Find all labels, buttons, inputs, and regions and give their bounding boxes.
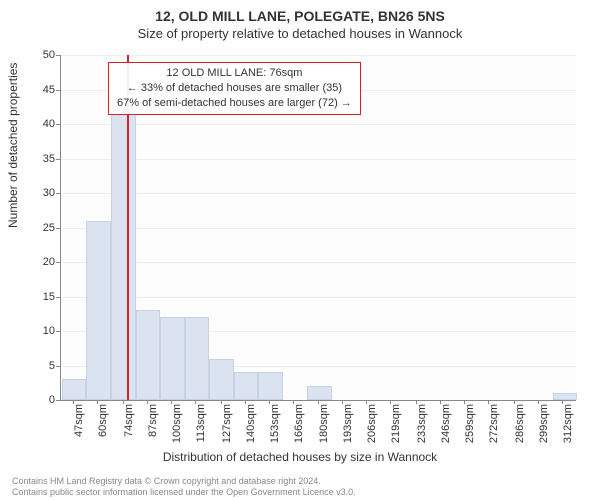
y-tick-label: 40 [15, 118, 55, 130]
y-tick-label: 10 [15, 325, 55, 337]
gridline [61, 55, 576, 56]
y-tick-mark [56, 124, 60, 125]
histogram-chart: 12, OLD MIL​L LANE, POLEGATE, BN26 5NS S… [0, 0, 600, 500]
x-tick-label: 180sqm [318, 404, 330, 454]
histogram-bar [86, 221, 111, 400]
y-tick-mark [56, 228, 60, 229]
histogram-bar [185, 317, 210, 400]
y-tick-mark [56, 90, 60, 91]
chart-subtitle: Size of property relative to detached ho… [0, 26, 600, 41]
x-tick-label: 166sqm [293, 404, 305, 454]
x-tick-label: 206sqm [366, 404, 378, 454]
y-tick-label: 30 [15, 187, 55, 199]
y-tick-label: 20 [15, 256, 55, 268]
chart-title-block: 12, OLD MIL​L LANE, POLEGATE, BN26 5NS S… [0, 8, 600, 41]
histogram-bar [136, 310, 161, 400]
histogram-bar [160, 317, 185, 400]
x-tick-label: 246sqm [440, 404, 452, 454]
histogram-bar [62, 379, 87, 400]
annotation-line3: 67% of semi-detached houses are larger (… [117, 96, 352, 111]
histogram-bar [209, 359, 234, 400]
gridline [61, 228, 576, 229]
y-tick-label: 25 [15, 222, 55, 234]
x-tick-label: 312sqm [562, 404, 574, 454]
y-tick-mark [56, 331, 60, 332]
x-tick-label: 259sqm [464, 404, 476, 454]
x-tick-label: 193sqm [342, 404, 354, 454]
x-tick-label: 272sqm [488, 404, 500, 454]
x-tick-label: 140sqm [245, 404, 257, 454]
footer-line2: Contains public sector information licen… [12, 487, 356, 498]
x-tick-label: 153sqm [269, 404, 281, 454]
histogram-bar [234, 372, 259, 400]
y-tick-mark [56, 55, 60, 56]
histogram-bar [307, 386, 332, 400]
x-tick-label: 47sqm [73, 404, 85, 454]
footer-attribution: Contains HM Land Registry data © Crown c… [12, 476, 356, 498]
y-tick-mark [56, 366, 60, 367]
y-tick-label: 5 [15, 360, 55, 372]
histogram-bar [111, 110, 136, 400]
gridline [61, 124, 576, 125]
y-tick-label: 15 [15, 291, 55, 303]
histogram-bar [258, 372, 283, 400]
y-tick-label: 50 [15, 49, 55, 61]
x-tick-label: 87sqm [147, 404, 159, 454]
x-tick-label: 60sqm [97, 404, 109, 454]
histogram-bar [553, 393, 578, 400]
footer-line1: Contains HM Land Registry data © Crown c… [12, 476, 356, 487]
y-tick-mark [56, 297, 60, 298]
gridline [61, 262, 576, 263]
x-tick-label: 299sqm [538, 404, 550, 454]
annotation-line1: 12 OLD MILL LANE: 76sqm [117, 66, 352, 81]
y-tick-mark [56, 400, 60, 401]
x-tick-label: 286sqm [514, 404, 526, 454]
annotation-box: 12 OLD MILL LANE: 76sqm ← 33% of detache… [108, 62, 361, 115]
y-tick-mark [56, 193, 60, 194]
gridline [61, 159, 576, 160]
gridline [61, 193, 576, 194]
y-tick-label: 35 [15, 153, 55, 165]
annotation-line2: ← 33% of detached houses are smaller (35… [117, 81, 352, 96]
gridline [61, 297, 576, 298]
y-tick-mark [56, 262, 60, 263]
x-tick-label: 100sqm [171, 404, 183, 454]
y-tick-label: 45 [15, 84, 55, 96]
x-tick-label: 219sqm [390, 404, 402, 454]
y-tick-label: 0 [15, 394, 55, 406]
x-tick-label: 233sqm [416, 404, 428, 454]
x-tick-label: 74sqm [123, 404, 135, 454]
x-tick-label: 113sqm [195, 404, 207, 454]
y-tick-mark [56, 159, 60, 160]
chart-title: 12, OLD MIL​L LANE, POLEGATE, BN26 5NS [0, 8, 600, 24]
x-tick-label: 127sqm [221, 404, 233, 454]
